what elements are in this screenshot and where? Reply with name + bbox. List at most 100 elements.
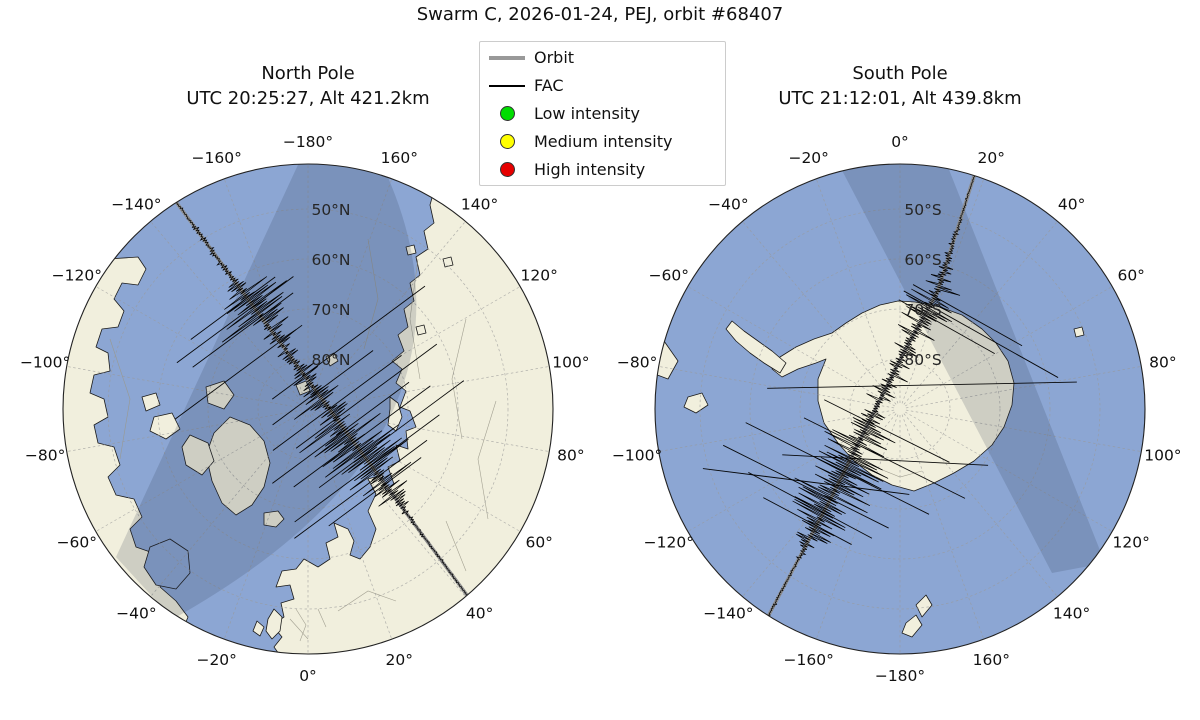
legend-label-high: High intensity bbox=[534, 159, 646, 179]
longitude-label: 160° bbox=[381, 149, 418, 167]
longitude-label: −40° bbox=[708, 196, 748, 214]
latitude-label: 60°N bbox=[311, 251, 350, 269]
fac-spike bbox=[782, 454, 989, 466]
parallel-circle bbox=[749, 258, 1051, 560]
land-new-zealand-south bbox=[901, 614, 923, 638]
fac-spike bbox=[763, 497, 852, 545]
land-victoria-island bbox=[149, 412, 181, 440]
fac-spike bbox=[294, 439, 428, 539]
land-great-britain bbox=[265, 608, 283, 640]
land-banks-island bbox=[141, 392, 161, 412]
fac-spike bbox=[745, 422, 930, 515]
legend-item-fac: FAC bbox=[480, 73, 725, 99]
graticule bbox=[66, 164, 550, 654]
map-rim bbox=[62, 163, 554, 655]
fac-trace bbox=[763, 166, 978, 624]
fac-spike bbox=[328, 457, 422, 527]
fac-spike bbox=[898, 299, 995, 354]
south-pole-panel-title: South Pole UTC 21:12:01, Alt 439.8km bbox=[630, 62, 1170, 112]
parallel-circle bbox=[799, 308, 1001, 510]
longitude-label: −20° bbox=[196, 651, 236, 669]
longitude-label: −80° bbox=[617, 354, 657, 372]
longitude-label: −100° bbox=[20, 354, 70, 372]
longitude-label: −20° bbox=[788, 149, 828, 167]
fac-spike bbox=[702, 468, 910, 495]
longitude-label: 140° bbox=[1053, 605, 1090, 623]
country-border bbox=[445, 520, 467, 572]
country-border bbox=[289, 618, 309, 640]
latitude-label: 80°S bbox=[904, 351, 941, 369]
fac-spike bbox=[912, 284, 1023, 347]
fac-spike bbox=[722, 444, 889, 529]
parallel-circle bbox=[207, 308, 409, 510]
longitude-label: −160° bbox=[192, 149, 242, 167]
fac-spike bbox=[176, 276, 294, 364]
legend-label-orbit: Orbit bbox=[534, 48, 575, 68]
country-border bbox=[317, 608, 327, 628]
legend-item-orbit: Orbit bbox=[480, 45, 725, 71]
land-franz-josef bbox=[325, 352, 339, 367]
longitude-label: −120° bbox=[52, 267, 102, 285]
longitude-label: −80° bbox=[25, 446, 65, 464]
longitude-label: 120° bbox=[1113, 534, 1150, 552]
fac-spike bbox=[272, 350, 374, 426]
longitude-label: 120° bbox=[521, 267, 558, 285]
country-border bbox=[363, 238, 379, 350]
graticule bbox=[658, 164, 1142, 654]
longitude-label: −180° bbox=[283, 133, 333, 151]
land-antarctic-peninsula bbox=[725, 320, 787, 374]
orbit-line-swatch bbox=[480, 55, 534, 60]
fac-spike bbox=[824, 399, 950, 463]
country-border bbox=[451, 318, 467, 440]
fac-spike bbox=[293, 385, 431, 488]
legend-label-low: Low intensity bbox=[534, 103, 640, 123]
latitude-label: 60°S bbox=[904, 251, 941, 269]
fac-spike bbox=[748, 472, 873, 539]
longitude-label: 40° bbox=[1058, 196, 1085, 214]
latitude-label: 50°N bbox=[311, 201, 350, 219]
land-new-zealand-north bbox=[915, 594, 933, 618]
water-hudson-bay bbox=[143, 538, 191, 590]
longitude-label: −180° bbox=[875, 667, 925, 685]
land-iceland bbox=[263, 510, 285, 528]
figure-title: Swarm C, 2026-01-24, PEJ, orbit #68407 bbox=[416, 4, 784, 25]
night-shade bbox=[834, 164, 1105, 573]
high-intensity-dot-icon bbox=[480, 161, 534, 177]
longitude-label: −60° bbox=[57, 534, 97, 552]
south-pole-title: South Pole bbox=[852, 63, 948, 84]
longitude-label: 40° bbox=[466, 605, 493, 623]
land-ireland bbox=[252, 620, 265, 637]
latitude-label: 70°S bbox=[904, 301, 941, 319]
country-border bbox=[477, 400, 497, 520]
land-ellesmere bbox=[205, 380, 235, 410]
longitude-label: 160° bbox=[973, 651, 1010, 669]
latitude-label: 80°N bbox=[311, 351, 350, 369]
longitude-label: 60° bbox=[525, 534, 552, 552]
night-shade bbox=[116, 164, 417, 619]
longitude-label: 80° bbox=[557, 446, 584, 464]
south-pole-map: −180° −160° −140° −120° −100° −80° −60° −40° −20… bbox=[612, 133, 1182, 685]
legend-label-fac: FAC bbox=[534, 76, 564, 96]
fac-spike bbox=[767, 381, 1077, 389]
fac-spike bbox=[272, 354, 402, 451]
fac-spike bbox=[272, 381, 410, 484]
legend-label-medium: Medium intensity bbox=[534, 131, 673, 151]
fac-spike bbox=[294, 414, 440, 523]
fac-spike bbox=[803, 417, 966, 499]
country-border bbox=[295, 608, 307, 642]
longitude-label: −60° bbox=[649, 267, 689, 285]
legend: Orbit FAC Low intensity Medium intensity… bbox=[479, 41, 726, 186]
land-wrangel bbox=[405, 244, 417, 256]
longitude-label: 100° bbox=[552, 354, 589, 372]
longitude-label: 60° bbox=[1117, 267, 1144, 285]
land-small-island bbox=[1073, 326, 1085, 338]
country-border bbox=[109, 338, 131, 460]
south-map-area bbox=[655, 164, 1145, 654]
fac-spike bbox=[192, 292, 294, 368]
map-rim bbox=[654, 163, 1146, 655]
fac-spike bbox=[903, 290, 1059, 378]
north-map-area bbox=[63, 164, 553, 654]
land-svalbard bbox=[295, 380, 311, 396]
country-border bbox=[337, 590, 397, 612]
legend-item-high: High intensity bbox=[480, 156, 725, 182]
